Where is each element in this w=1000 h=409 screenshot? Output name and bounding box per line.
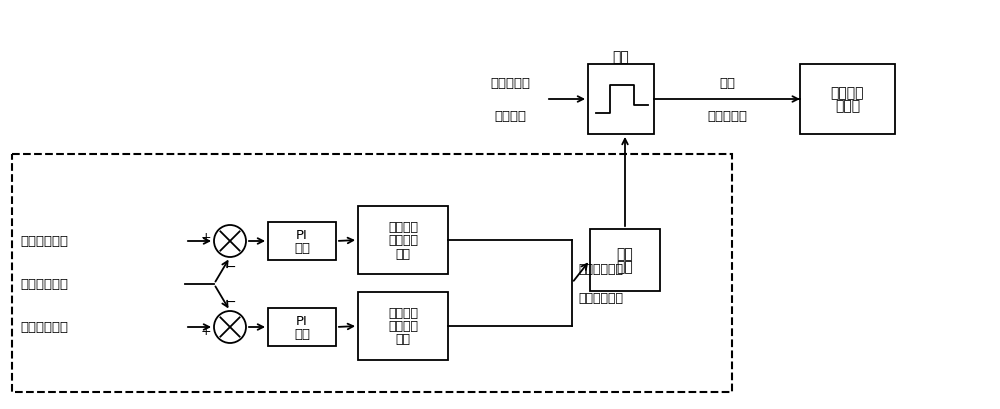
Text: 运算: 运算 bbox=[294, 241, 310, 254]
Text: 充放电电流: 充放电电流 bbox=[707, 110, 747, 123]
Bar bbox=[800, 65, 895, 135]
Bar bbox=[268, 308, 336, 346]
Bar bbox=[12, 155, 732, 392]
Text: 电池最低电压: 电池最低电压 bbox=[20, 321, 68, 334]
Text: 电池最大: 电池最大 bbox=[388, 221, 418, 234]
Bar bbox=[358, 292, 448, 360]
Text: −: − bbox=[226, 261, 236, 273]
Text: PI: PI bbox=[296, 229, 308, 241]
Text: 更新: 更新 bbox=[617, 247, 633, 261]
Text: 受充放电电流: 受充放电电流 bbox=[578, 291, 623, 304]
Text: −: − bbox=[226, 295, 236, 308]
Bar bbox=[268, 222, 336, 261]
Text: 储能双向: 储能双向 bbox=[831, 86, 864, 100]
Text: +: + bbox=[200, 231, 211, 244]
Text: 电池当前可接: 电池当前可接 bbox=[578, 262, 623, 275]
Bar bbox=[588, 65, 654, 135]
Text: PI: PI bbox=[296, 314, 308, 327]
Text: 阈値: 阈値 bbox=[617, 260, 633, 274]
Text: 限幅: 限幅 bbox=[396, 333, 411, 346]
Bar bbox=[358, 207, 448, 274]
Text: 变流器: 变流器 bbox=[835, 99, 860, 113]
Text: 运算: 运算 bbox=[294, 327, 310, 340]
Text: 电池最高电压: 电池最高电压 bbox=[20, 235, 68, 248]
Text: 用户充放电: 用户充放电 bbox=[490, 77, 530, 90]
Circle shape bbox=[214, 225, 246, 257]
Text: 电池最大: 电池最大 bbox=[388, 307, 418, 320]
Text: 充电电流: 充电电流 bbox=[388, 234, 418, 247]
Text: 放电电流: 放电电流 bbox=[388, 320, 418, 333]
Text: 限幅: 限幅 bbox=[396, 247, 411, 260]
Text: +: + bbox=[200, 325, 211, 338]
Text: 限幅: 限幅 bbox=[613, 50, 629, 64]
Circle shape bbox=[214, 311, 246, 343]
Text: 电流给定: 电流给定 bbox=[494, 110, 526, 123]
Text: 电池当前电压: 电池当前电压 bbox=[20, 278, 68, 291]
Text: 安全: 安全 bbox=[719, 77, 735, 90]
Bar bbox=[590, 229, 660, 291]
